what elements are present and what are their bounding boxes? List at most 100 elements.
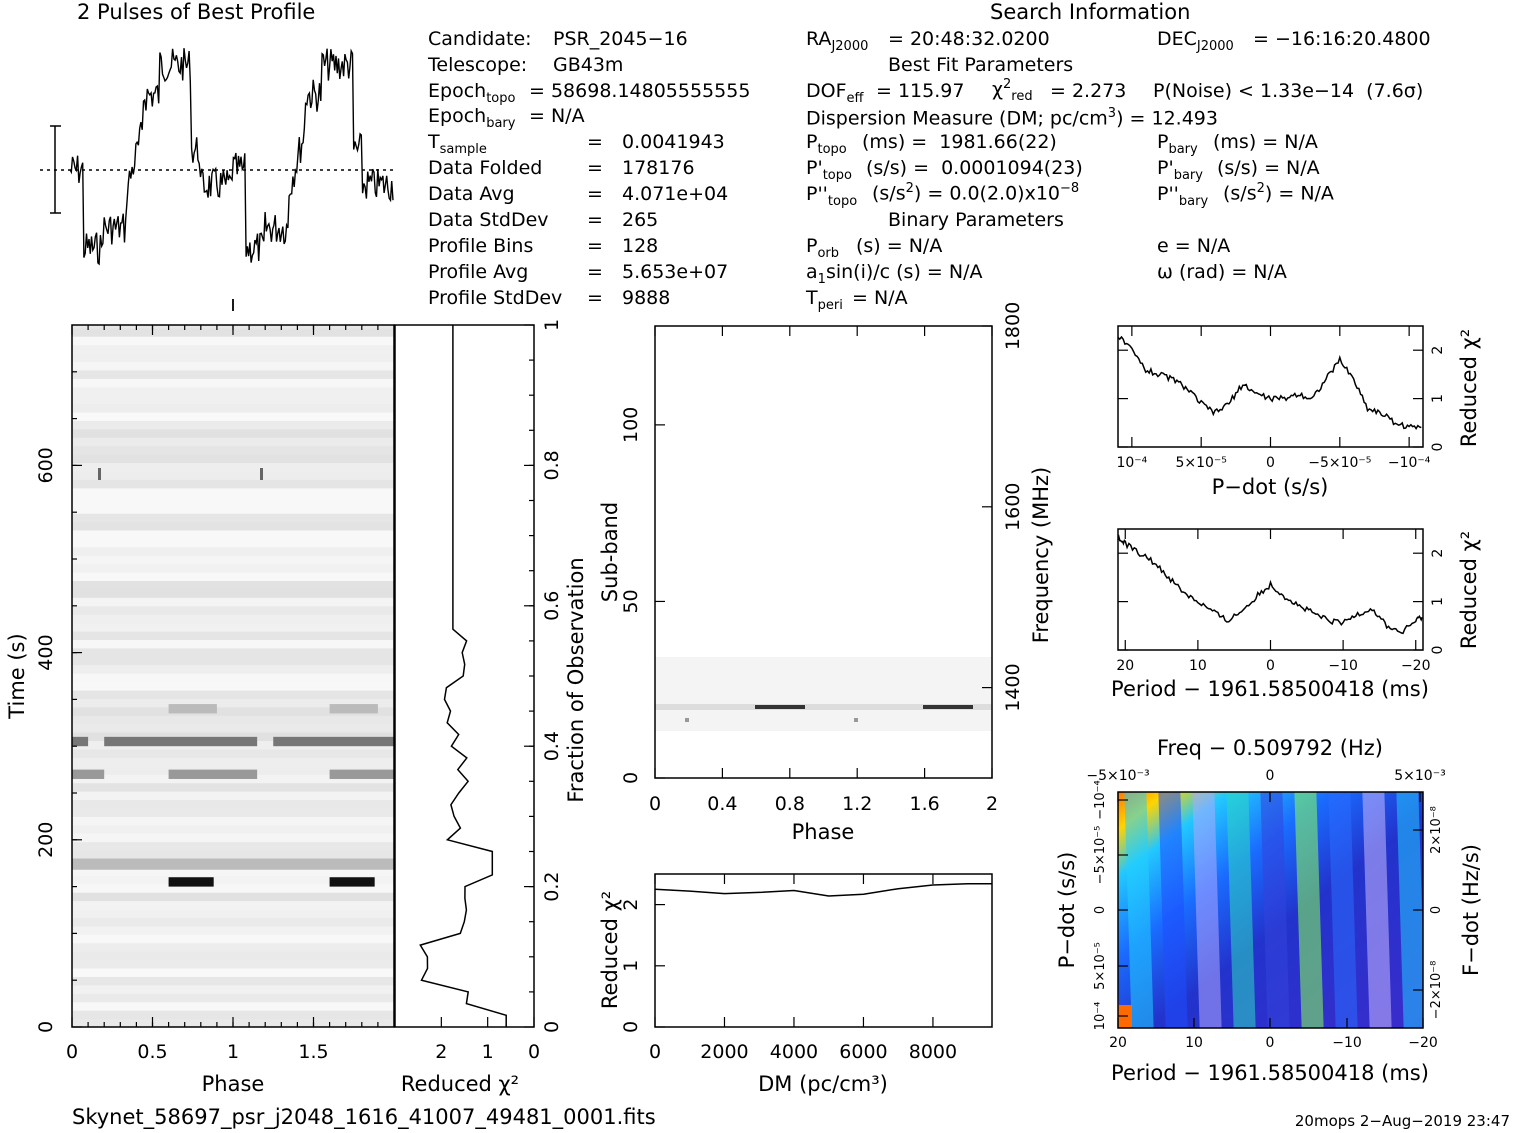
time-phase-plot: 0 0.5 1 1.5 0 200 400 600 xyxy=(35,324,395,1063)
pd-x-tick-label: 5×10⁻⁵ xyxy=(1175,455,1226,471)
time-phase-row xyxy=(72,479,394,489)
time-phase-row xyxy=(72,909,394,918)
ptopo-label: Ptopo xyxy=(806,131,847,157)
tc-y-tick-label: 1 xyxy=(541,319,563,331)
tc-xlabel: Reduced χ² xyxy=(401,1072,519,1096)
binary-header: Binary Parameters xyxy=(888,209,1064,231)
time-phase-band xyxy=(329,877,375,887)
tsample-value: 0.0041943 xyxy=(622,131,725,153)
dm-x-tick-label: 2000 xyxy=(700,1041,748,1063)
subband-pulse-dark xyxy=(755,705,805,709)
ra-label: RAJ2000 xyxy=(806,28,869,54)
time-phase-row xyxy=(72,723,394,733)
sb-yr-tick-label: 1800 xyxy=(1002,302,1024,350)
map-title: Freq − 0.509792 (Hz) xyxy=(1157,736,1383,760)
pe-xlabel: Period − 1961.58500418 (ms) xyxy=(1111,677,1429,701)
map-stripe xyxy=(1328,792,1358,1028)
data-folded-label: Data Folded xyxy=(428,157,543,179)
epoch-bary-value: = N/A xyxy=(529,105,585,127)
time-phase-row xyxy=(72,917,394,927)
chi2-red-value: = 2.273 xyxy=(1050,80,1127,102)
time-phase-row xyxy=(72,386,394,396)
filename: Skynet_58697_psr_j2048_1616_41007_49481_… xyxy=(72,1105,656,1130)
pe-x-tick-label: 10 xyxy=(1189,658,1207,674)
map-y-tick-label: 0 xyxy=(1093,906,1108,914)
tp-ylabel: Time (s) xyxy=(5,633,29,719)
profile-title: 2 Pulses of Best Profile xyxy=(77,0,316,24)
time-phase-row xyxy=(72,706,394,716)
pd-ylabel: Reduced χ² xyxy=(1457,329,1481,447)
map-x-tick-label: −10 xyxy=(1332,1035,1362,1051)
profile-avg-label: Profile Avg xyxy=(428,261,529,283)
pd-x-tick-label: −5×10⁻⁵ xyxy=(1308,455,1371,471)
time-phase-row xyxy=(72,690,394,699)
map-yr-tick-label: 2×10⁻⁸ xyxy=(1429,806,1444,854)
time-phase-row xyxy=(72,395,394,405)
tp-x-tick-label: 0 xyxy=(66,1041,78,1063)
time-phase-row xyxy=(72,749,394,758)
porb-label: Porb xyxy=(806,235,840,261)
subband-band xyxy=(655,657,992,731)
map-stripe xyxy=(886,780,916,1040)
tp-y-tick-label: 200 xyxy=(35,822,57,858)
pbary-value: (ms) = N/A xyxy=(1213,131,1318,153)
time-phase-band xyxy=(72,769,105,779)
map-stripe xyxy=(1158,792,1188,1028)
tp-y-tick-label: 600 xyxy=(35,447,57,483)
time-phase-row xyxy=(72,378,394,388)
time-phase-row xyxy=(72,900,394,910)
tp-y-tick-label: 0 xyxy=(35,1021,57,1033)
dof-value: = 115.97 xyxy=(876,80,965,102)
time-phase-row xyxy=(72,782,394,792)
time-chi2-plot: 2 1 00 0.2 0.4 0.6 0.8 1 xyxy=(394,319,563,1063)
time-phase-row xyxy=(72,698,394,708)
pbary-label: Pbary xyxy=(1157,131,1198,157)
pulse-profile-plot xyxy=(40,48,394,311)
time-phase-row xyxy=(72,614,394,624)
best-fit-header: Best Fit Parameters xyxy=(888,54,1074,76)
time-phase-row xyxy=(72,799,394,809)
time-phase-row xyxy=(72,462,394,472)
dm-chi2-frame xyxy=(654,873,993,1028)
time-phase-row xyxy=(72,875,394,885)
time-phase-row xyxy=(72,673,394,683)
time-phase-row xyxy=(72,605,394,615)
time-phase-row xyxy=(72,850,394,860)
time-phase-row xyxy=(72,757,394,767)
eq-sign: = xyxy=(587,183,603,205)
a1sini-value: a1sin(i)/c (s) = N/A xyxy=(806,261,983,287)
time-phase-row xyxy=(72,420,394,430)
map-x-tick-label: 20 xyxy=(1109,1035,1127,1051)
time-phase-row xyxy=(72,336,394,346)
map-xt-tick-label: 5×10⁻³ xyxy=(1394,768,1445,784)
sb-x-tick-label: 1.2 xyxy=(842,793,872,815)
map-xt-tick-label: 0 xyxy=(1266,768,1275,784)
time-phase-row xyxy=(72,403,394,413)
map-stripe xyxy=(920,780,950,1040)
ra-value: = 20:48:32.0200 xyxy=(888,28,1050,50)
sb-x-tick-label: 0.8 xyxy=(775,793,805,815)
pd-y-tick-label: 0 xyxy=(1430,443,1446,452)
time-phase-row xyxy=(72,513,394,523)
sb-x-tick-label: 0.4 xyxy=(707,793,737,815)
time-phase-band xyxy=(329,769,394,779)
map-y-tick-label: −10⁻⁴ xyxy=(1093,780,1108,820)
profile-bins-value: 128 xyxy=(622,235,659,257)
tperi-label: Tperi xyxy=(806,287,843,313)
sb-y-tick-label: 100 xyxy=(620,407,642,443)
subband-pulse-row xyxy=(655,704,992,710)
time-phase-row xyxy=(72,437,394,447)
time-phase-row xyxy=(72,1010,394,1020)
sb-ylabel: Sub-band xyxy=(598,502,622,602)
tc-x-tick-label: 1 xyxy=(482,1041,494,1063)
pd-xlabel: P−dot (s/s) xyxy=(1212,475,1329,499)
time-phase-row xyxy=(72,664,394,674)
time-phase-spot xyxy=(260,468,263,480)
time-phase-band xyxy=(72,736,89,747)
time-phase-band xyxy=(72,858,394,870)
map-stripe xyxy=(1498,780,1517,1040)
time-phase-row xyxy=(72,454,394,464)
sb-yr-tick-label: 1600 xyxy=(1002,483,1024,531)
dm-chi2-line xyxy=(654,883,992,897)
tp-x-tick-label: 1.5 xyxy=(298,1041,328,1063)
